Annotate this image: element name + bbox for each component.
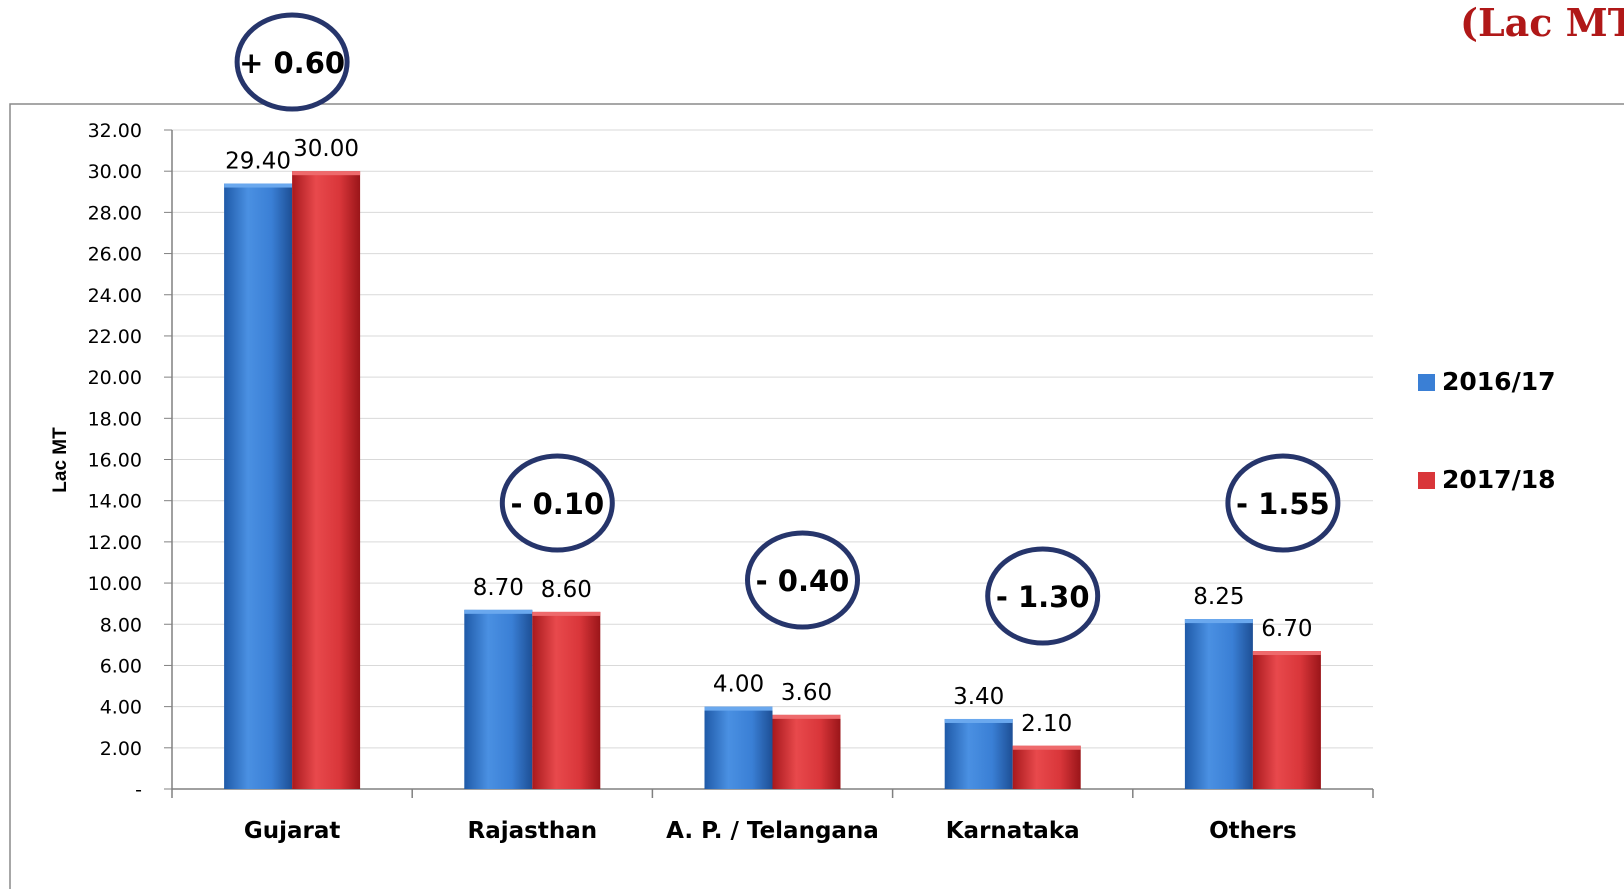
bar-2016-17-1 — [464, 609, 533, 789]
axes: - 2.00 4.00 6.00 8.00 10.00 12.00 14.00 16.00 18.… — [88, 120, 1374, 844]
legend-label: 2017/18 — [1442, 465, 1556, 494]
y-tick-label: 18.00 — [88, 408, 142, 430]
y-tick-label: 16.00 — [88, 450, 142, 472]
bar-top-cap — [224, 183, 293, 188]
y-tick-label: 4.00 — [100, 697, 142, 719]
bar-top-cap — [532, 611, 601, 616]
plot-frame — [9, 103, 1624, 889]
y-tick-label: 30.00 — [88, 161, 142, 183]
change-label: - 1.55 — [1236, 487, 1330, 521]
data-label: 2.10 — [1021, 711, 1072, 737]
change-badge — [745, 530, 860, 630]
bar-2017-18-4 — [1252, 651, 1321, 789]
y-tick-label: - — [135, 779, 142, 801]
x-tick-label: A. P. / Telangana — [666, 818, 879, 844]
y-tick-label: 26.00 — [88, 244, 142, 266]
change-label: + 0.60 — [239, 46, 345, 80]
change-badge — [234, 12, 350, 112]
bar-2017-18-0 — [292, 171, 361, 789]
legend-swatch — [1418, 472, 1435, 489]
change-badge — [1225, 453, 1341, 553]
y-tick-label: 28.00 — [88, 202, 142, 224]
bar-top-cap — [1252, 651, 1321, 656]
bar-top-cap — [1012, 745, 1081, 750]
legend-label: 2016/17 — [1442, 367, 1556, 396]
y-tick-label: 6.00 — [100, 655, 142, 677]
y-axis-label: Lac MT — [50, 427, 71, 493]
y-tick-label: 8.00 — [100, 614, 142, 636]
value-labels: 29.40 8.70 4.00 3.40 8.25 30.00 8.60 3.60 2.10 6.… — [225, 136, 1312, 737]
bar-top-cap — [772, 714, 841, 719]
bar-top-cap — [464, 609, 533, 614]
y-tick-label: 2.00 — [100, 738, 142, 760]
bar-top-cap — [292, 171, 361, 176]
bar-2016-17-2 — [704, 706, 773, 789]
bar-2017-18-1 — [532, 611, 601, 789]
x-tick-label: Karnataka — [946, 818, 1080, 844]
change-badges: + 0.60 - 0.10 - 0.40 - 1.30 - 1.55 — [234, 12, 1341, 646]
bar-top-cap — [944, 718, 1013, 723]
legend: 2016/17 2017/18 — [1418, 367, 1556, 494]
bar-top-cap — [704, 706, 773, 711]
data-label: 6.70 — [1261, 616, 1312, 642]
bar-2016-17-3 — [944, 718, 1013, 789]
change-badge — [985, 546, 1101, 646]
data-label: 8.25 — [1193, 584, 1244, 610]
bar-2016-17-0 — [224, 183, 293, 789]
x-tick-label: Rajasthan — [468, 818, 598, 844]
bar-2017-18-2 — [772, 714, 841, 789]
y-tick-label: 32.00 — [88, 120, 142, 142]
change-label: - 0.40 — [756, 564, 850, 598]
y-tick-label: 10.00 — [88, 573, 142, 595]
data-label: 4.00 — [713, 672, 764, 698]
data-label: 8.70 — [473, 575, 524, 601]
change-label: - 0.10 — [510, 487, 604, 521]
data-label: 29.40 — [225, 149, 291, 175]
bar-2017-18-3 — [1012, 745, 1081, 789]
y-tick-label: 12.00 — [88, 532, 142, 554]
y-tick-label: 24.00 — [88, 285, 142, 307]
bar-top-cap — [1184, 619, 1253, 624]
y-tick-label: 14.00 — [88, 491, 142, 513]
y-tick-label: 20.00 — [88, 367, 142, 389]
x-tick-label: Others — [1209, 818, 1297, 844]
data-label: 3.40 — [953, 684, 1004, 710]
bars — [224, 171, 1321, 789]
y-tick-label: 22.00 — [88, 326, 142, 348]
data-label: 30.00 — [293, 136, 359, 162]
change-label: - 1.30 — [996, 580, 1090, 614]
unit-label: (Lac MT) — [1459, 0, 1624, 45]
change-badge — [499, 453, 615, 553]
legend-swatch — [1418, 374, 1435, 391]
data-label: 3.60 — [781, 680, 832, 706]
x-tick-label: Gujarat — [244, 818, 341, 844]
bar-2016-17-4 — [1184, 619, 1253, 789]
data-label: 8.60 — [541, 577, 592, 603]
